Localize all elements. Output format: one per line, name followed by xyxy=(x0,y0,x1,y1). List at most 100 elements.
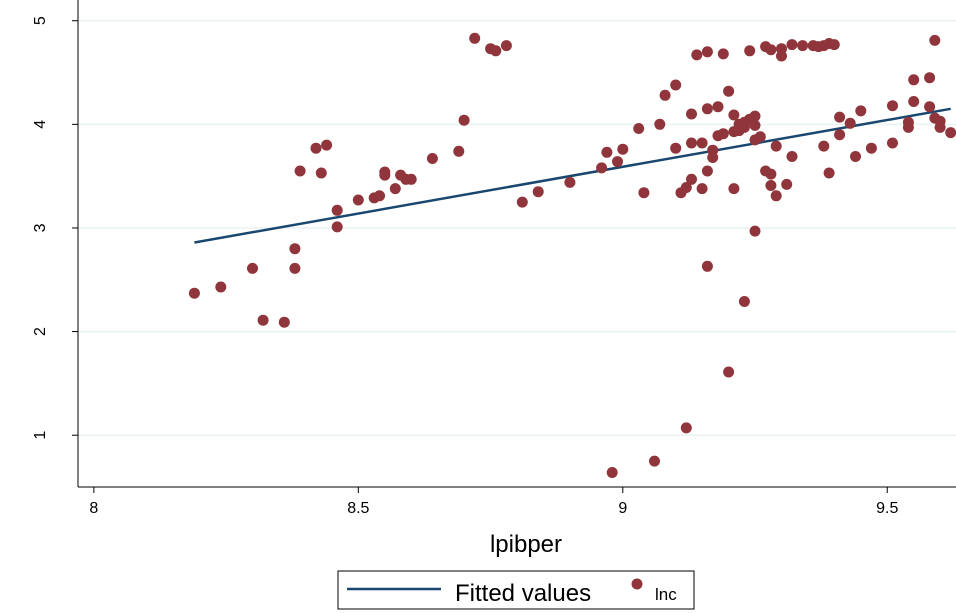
lnc-point xyxy=(596,162,608,174)
y-tick-label: 3 xyxy=(32,223,49,232)
y-tick-label: 1 xyxy=(32,431,49,440)
lnc-point xyxy=(310,142,322,154)
lnc-point xyxy=(749,225,761,237)
lnc-point xyxy=(770,140,782,152)
lnc-point xyxy=(389,183,401,195)
lnc-point xyxy=(712,101,724,113)
lnc-point xyxy=(564,176,576,188)
y-tick-label: 2 xyxy=(32,327,49,336)
lnc-point xyxy=(887,100,898,112)
x-tick-label: 9.5 xyxy=(876,500,898,517)
lnc-point xyxy=(315,167,327,179)
y-tick-label: 5 xyxy=(32,16,49,25)
lnc-point xyxy=(781,178,793,190)
fitted-values-series xyxy=(194,107,951,244)
lnc-point xyxy=(680,182,692,193)
lnc-series xyxy=(188,32,956,478)
fitted-values-line xyxy=(194,107,951,244)
lnc-point xyxy=(670,142,682,154)
lnc-point xyxy=(278,316,290,328)
lnc-point xyxy=(865,142,877,154)
lnc-point xyxy=(516,196,528,208)
lnc-point xyxy=(749,110,761,122)
lnc-point xyxy=(738,296,750,307)
lnc-point xyxy=(728,183,740,195)
lnc-point xyxy=(686,137,697,149)
x-tick-label: 9 xyxy=(618,500,627,517)
lnc-point xyxy=(612,156,623,168)
lnc-point xyxy=(490,45,502,57)
lnc-point xyxy=(696,137,708,149)
lnc-point xyxy=(834,129,846,141)
lnc-point xyxy=(924,101,936,113)
lnc-point xyxy=(701,46,713,58)
lnc-point xyxy=(289,262,301,274)
lnc-point xyxy=(887,137,898,149)
lnc-point xyxy=(686,173,697,185)
lnc-point xyxy=(929,34,941,46)
lnc-point xyxy=(188,287,200,299)
lnc-point xyxy=(532,186,544,198)
lnc-point xyxy=(654,118,666,130)
lnc-point xyxy=(670,79,682,91)
lnc-point xyxy=(828,39,840,51)
lnc-point xyxy=(818,140,830,152)
lnc-point xyxy=(331,221,343,233)
lnc-point xyxy=(776,50,787,62)
lnc-point xyxy=(379,169,391,181)
lnc-point xyxy=(426,153,438,164)
axes: 1 2 3 4 5 8 8.5 9 9.5 xyxy=(32,0,956,517)
lnc-point xyxy=(723,85,735,97)
lnc-point xyxy=(902,121,914,133)
lnc-point xyxy=(247,262,258,274)
lnc-point xyxy=(934,121,946,133)
lnc-point xyxy=(738,121,750,133)
lnc-point xyxy=(601,146,613,158)
legend-lnc-label: lnc xyxy=(655,585,677,604)
lnc-point xyxy=(680,422,692,434)
lnc-point xyxy=(850,151,861,162)
lnc-point xyxy=(606,467,618,478)
lnc-point xyxy=(405,173,417,185)
lnc-point xyxy=(294,165,306,177)
lnc-point xyxy=(352,194,364,206)
lnc-point xyxy=(744,45,756,57)
lnc-point xyxy=(215,281,227,293)
lnc-point xyxy=(659,89,671,101)
lnc-point xyxy=(765,44,777,56)
lnc-point xyxy=(924,72,936,84)
lnc-point xyxy=(458,114,470,126)
lnc-point xyxy=(728,109,740,121)
lnc-point xyxy=(855,105,867,117)
lnc-point xyxy=(500,40,512,52)
gridlines xyxy=(78,19,956,436)
lnc-point xyxy=(686,108,697,120)
lnc-point xyxy=(617,143,629,155)
legend-lnc-marker xyxy=(631,578,643,590)
x-axis-title: lpibper xyxy=(490,531,562,558)
lnc-point xyxy=(331,204,343,216)
lnc-point xyxy=(945,127,956,139)
legend-fitted-label: Fitted values xyxy=(455,580,591,607)
lnc-point xyxy=(749,119,761,131)
lnc-point xyxy=(765,168,777,180)
lnc-point xyxy=(691,49,703,61)
lnc-point xyxy=(797,40,809,52)
lnc-point xyxy=(754,131,766,143)
lnc-point xyxy=(717,128,729,140)
lnc-point xyxy=(633,123,645,134)
x-tick-label: 8 xyxy=(89,500,98,517)
lnc-point xyxy=(696,183,708,195)
lnc-point xyxy=(823,167,835,179)
lnc-point xyxy=(765,180,777,191)
lnc-point xyxy=(786,39,798,51)
lnc-point xyxy=(701,103,713,115)
lnc-point xyxy=(638,187,650,199)
lnc-point xyxy=(723,366,735,378)
y-tick-label: 4 xyxy=(32,120,49,129)
lnc-point xyxy=(908,96,920,107)
lnc-point xyxy=(844,117,856,129)
lnc-point xyxy=(701,165,713,177)
